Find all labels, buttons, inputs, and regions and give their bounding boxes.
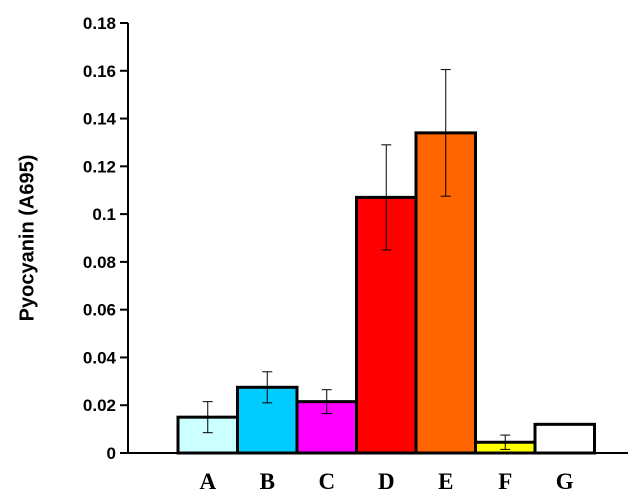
y-tick-label: 0.04: [83, 348, 117, 367]
x-tick-label-G: G: [556, 469, 574, 494]
error-bar-C: [321, 389, 332, 415]
x-tick-label-C: C: [318, 469, 335, 494]
x-tick-label-B: B: [260, 469, 275, 494]
y-tick-label: 0.06: [83, 301, 116, 320]
y-tick-label: 0.1: [92, 205, 116, 224]
y-tick-label: 0: [107, 444, 116, 463]
error-bar-A: [202, 401, 213, 434]
y-tick-label: 0.16: [83, 62, 116, 81]
x-tick-label-E: E: [438, 469, 453, 494]
error-bar-B: [262, 371, 273, 404]
error-bar-E: [440, 69, 451, 197]
y-tick-label: 0.02: [83, 396, 116, 415]
x-tick-label-A: A: [199, 469, 216, 494]
x-tick-label-D: D: [378, 469, 395, 494]
y-tick-label: 0.08: [83, 253, 116, 272]
y-tick-label: 0.12: [83, 157, 116, 176]
y-tick-label: 0.14: [83, 110, 117, 129]
x-ticks: A B C D E F G: [199, 469, 573, 494]
bar-G: [533, 422, 596, 455]
y-axis-label: Pyocyanin (A695): [16, 155, 38, 322]
error-bar-F: [500, 434, 511, 450]
x-tick-label-F: F: [498, 469, 512, 494]
y-tick-label: 0.18: [83, 14, 116, 33]
error-bar-D: [381, 144, 392, 251]
error-bars-layer: [202, 69, 511, 450]
y-ticks: 0 0.02 0.04 0.06 0.08 0.1 0.12 0.14 0.16 0.18: [83, 14, 128, 463]
